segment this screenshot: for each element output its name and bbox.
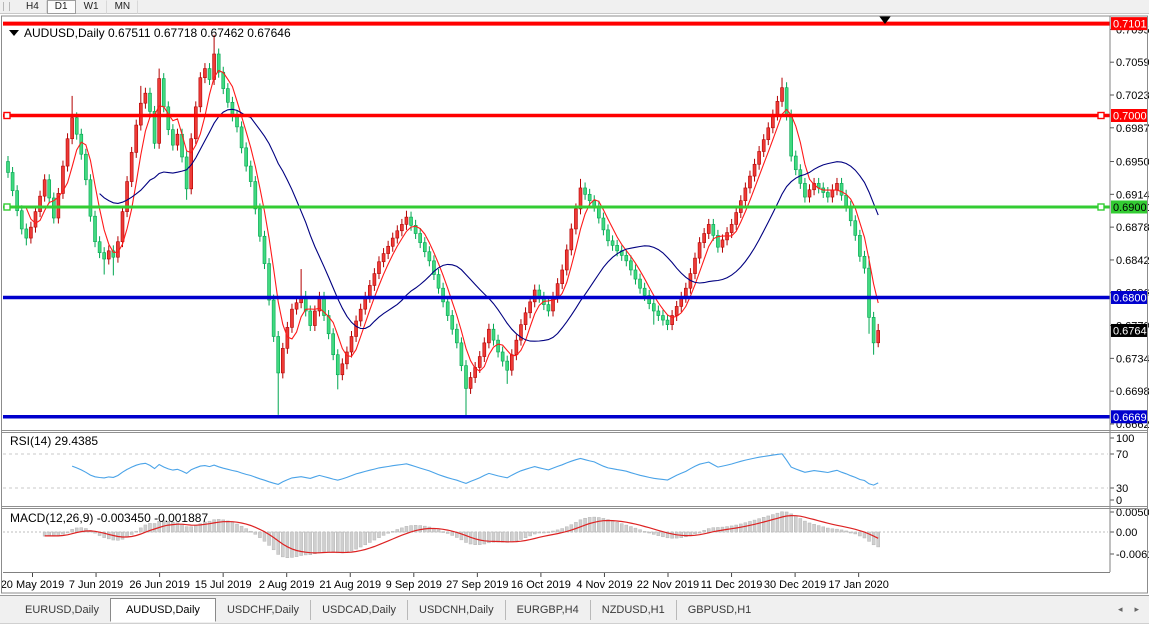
rsi-label: RSI(14) 29.4385 xyxy=(10,434,98,448)
timeframe-button-d1[interactable]: D1 xyxy=(46,0,76,14)
chart-tab-gbpusd[interactable]: GBPUSD,H1 xyxy=(675,599,763,620)
svg-text:0.70230: 0.70230 xyxy=(1116,90,1149,102)
toolbar-grip[interactable] xyxy=(3,2,10,11)
svg-text:17 Jan 2020: 17 Jan 2020 xyxy=(828,579,889,591)
rsi-panel: 100 70 300 xyxy=(3,433,1134,507)
hline-handle[interactable] xyxy=(3,203,11,211)
svg-text:4 Nov 2019: 4 Nov 2019 xyxy=(576,579,632,591)
svg-text:0.71013: 0.71013 xyxy=(1113,19,1149,31)
svg-text:0.69001: 0.69001 xyxy=(1113,202,1149,214)
svg-text:20 May 2019: 20 May 2019 xyxy=(1,579,65,591)
hline-handle[interactable] xyxy=(1097,203,1105,211)
price-axis: 0.709500.705900.702300.698700.695000.691… xyxy=(1109,16,1149,572)
svg-text:0.68008: 0.68008 xyxy=(1113,292,1149,304)
chart-title: AUDUSD,Daily 0.67511 0.67718 0.67462 0.6… xyxy=(24,26,291,40)
svg-text:0.68420: 0.68420 xyxy=(1116,255,1149,267)
svg-text:9 Sep 2019: 9 Sep 2019 xyxy=(386,579,442,591)
timeframe-button-mn[interactable]: MN xyxy=(107,0,139,14)
date-axis: 20 May 2019 7 Jun 2019 26 Jun 2019 15 Jul 2… xyxy=(1,572,1110,591)
svg-text:16 Oct 2019: 16 Oct 2019 xyxy=(511,579,571,591)
timeframe-toolbar: H4 D1 W1 MN xyxy=(0,0,1149,14)
candlestick-series xyxy=(6,34,881,416)
svg-text:26 Jun 2019: 26 Jun 2019 xyxy=(129,579,190,591)
symbol-tab-bar: EURUSD,Daily AUDUSD,Daily USDCHF,Daily USDC… xyxy=(0,595,1149,623)
rsi-line xyxy=(71,453,879,486)
timeframe-button-h4[interactable]: H4 xyxy=(18,0,47,14)
macd-label: MACD(12,26,9) -0.003450 -0.001887 xyxy=(10,511,208,525)
svg-text:70: 70 xyxy=(1116,449,1128,461)
chart-tab-usdchf[interactable]: USDCHF,Daily xyxy=(226,603,300,616)
svg-text:0: 0 xyxy=(1116,495,1122,507)
svg-text:0.70590: 0.70590 xyxy=(1116,57,1149,69)
chart-tab-eurusd[interactable]: EURUSD,Daily xyxy=(25,603,99,616)
svg-text:22 Nov 2019: 22 Nov 2019 xyxy=(637,579,699,591)
svg-text:7 Jun 2019: 7 Jun 2019 xyxy=(69,579,123,591)
horizontal-level-lines[interactable] xyxy=(3,21,1110,419)
chart-tab-usdcnh[interactable]: USDCNH,Daily xyxy=(407,599,505,620)
macd-signal-line xyxy=(44,514,879,554)
svg-text:0.68780: 0.68780 xyxy=(1116,222,1149,234)
price-chart-canvas[interactable]: AUDUSD,Daily 0.67511 0.67718 0.67462 0.6… xyxy=(0,15,1149,595)
svg-text:0.005076: 0.005076 xyxy=(1116,507,1149,519)
svg-text:0.66980: 0.66980 xyxy=(1116,386,1149,398)
chart-tab-audusd[interactable]: AUDUSD,Daily xyxy=(109,597,216,622)
svg-text:0.00: 0.00 xyxy=(1116,527,1137,539)
macd-panel: 0.005076 0.00 -0.006148 xyxy=(3,507,1149,561)
svg-text:0.69870: 0.69870 xyxy=(1116,123,1149,135)
svg-text:0.70005: 0.70005 xyxy=(1113,111,1149,123)
pane-borders xyxy=(1,15,1148,594)
svg-text:30 Dec 2019: 30 Dec 2019 xyxy=(764,579,826,591)
down-arrow-marker[interactable] xyxy=(879,16,891,24)
svg-text:11 Dec 2019: 11 Dec 2019 xyxy=(701,579,763,591)
chevron-down-icon[interactable] xyxy=(9,30,19,36)
svg-text:30: 30 xyxy=(1116,483,1128,495)
svg-text:0.67646: 0.67646 xyxy=(1113,325,1149,337)
chart-tab-eurgbp[interactable]: EURGBP,H4 xyxy=(504,599,590,620)
chart-tab-usdcad[interactable]: USDCAD,Daily xyxy=(310,599,407,620)
svg-text:0.67340: 0.67340 xyxy=(1116,353,1149,365)
svg-text:0.69500: 0.69500 xyxy=(1116,157,1149,169)
timeframe-button-w1[interactable]: W1 xyxy=(76,0,107,14)
tab-scroll-right-icon[interactable]: ▸ xyxy=(1134,604,1139,614)
hline-handle[interactable] xyxy=(1097,111,1105,120)
svg-text:27 Sep 2019: 27 Sep 2019 xyxy=(446,579,508,591)
svg-text:-0.006148: -0.006148 xyxy=(1116,549,1149,561)
tab-scroll-left-icon[interactable]: ◂ xyxy=(1117,604,1123,614)
svg-text:100: 100 xyxy=(1116,433,1134,445)
svg-text:0.69140: 0.69140 xyxy=(1116,189,1149,201)
svg-text:21 Aug 2019: 21 Aug 2019 xyxy=(319,579,381,591)
chart-objects[interactable] xyxy=(879,16,891,24)
chart-tab-nzdusd[interactable]: NZDUSD,H1 xyxy=(589,599,676,620)
svg-text:0.66699: 0.66699 xyxy=(1113,412,1149,424)
chart-window[interactable]: AUDUSD,Daily 0.67511 0.67718 0.67462 0.6… xyxy=(0,15,1149,595)
svg-text:2 Aug 2019: 2 Aug 2019 xyxy=(259,579,315,591)
hline-handle[interactable] xyxy=(3,111,11,120)
svg-text:15 Jul 2019: 15 Jul 2019 xyxy=(195,579,252,591)
